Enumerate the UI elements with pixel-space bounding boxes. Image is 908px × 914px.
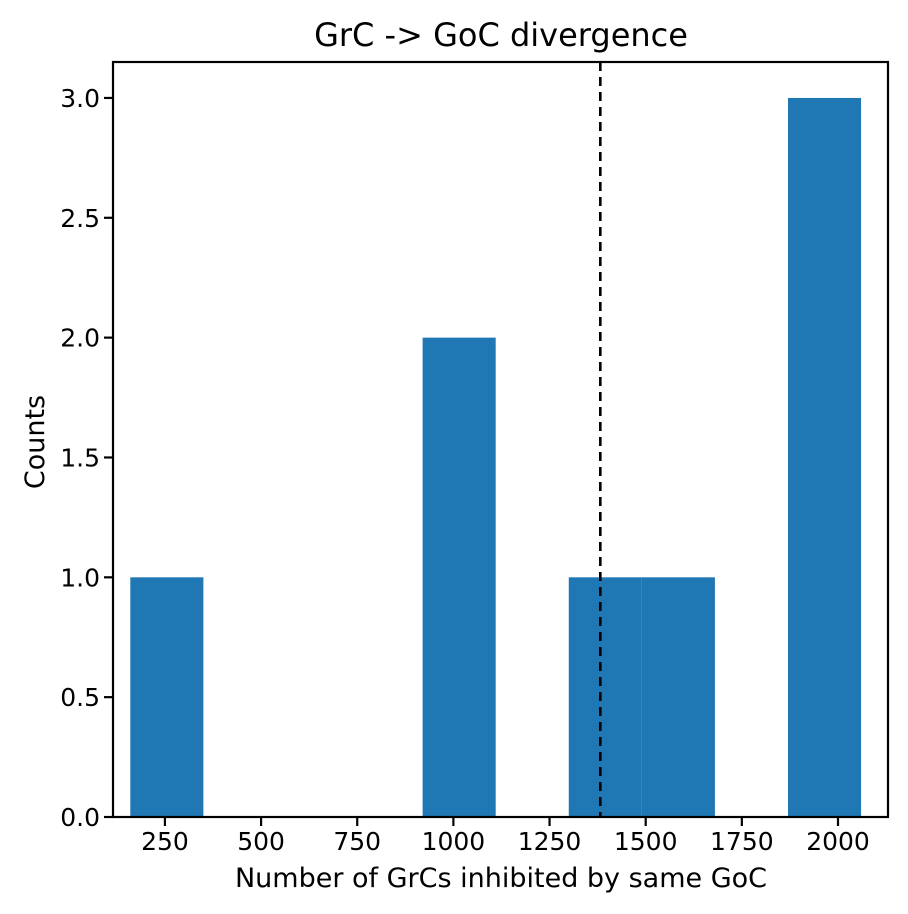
histogram-bar-0 (130, 577, 204, 817)
chart-title: GrC -> GoC divergence (314, 16, 688, 54)
plot-frame (111, 60, 890, 819)
x-tick-label: 1750 (710, 827, 774, 856)
y-axis-ticks: 0.0 0.5 1.0 1.5 2.0 2.5 3.0 (60, 84, 113, 832)
histogram-bar-9 (788, 97, 862, 817)
y-tick-label: 0.5 (60, 683, 100, 712)
x-axis-label: Number of GrCs inhibited by same GoC (235, 863, 767, 894)
y-tick-label: 3.0 (60, 84, 100, 113)
x-tick-label: 1000 (422, 827, 486, 856)
y-tick-label: 0.0 (60, 803, 100, 832)
histogram-bar-7 (641, 577, 715, 817)
x-tick-label: 1500 (614, 827, 678, 856)
y-tick-label: 1.0 (60, 563, 100, 592)
y-tick-label: 2.0 (60, 324, 100, 353)
x-axis-ticks: 250 500 750 1000 1250 1500 1750 2000 (141, 817, 870, 856)
x-tick-label: 750 (333, 827, 381, 856)
y-tick-label: 1.5 (60, 443, 100, 472)
x-tick-label: 500 (237, 827, 285, 856)
histogram-bar-4 (422, 337, 496, 817)
x-tick-label: 1250 (518, 827, 582, 856)
y-tick-label: 2.5 (60, 204, 100, 233)
x-tick-label: 250 (141, 827, 189, 856)
histogram-bars (130, 97, 862, 817)
y-axis-label: Counts (20, 395, 51, 489)
histogram-bar-6 (568, 577, 642, 817)
x-tick-label: 2000 (806, 827, 870, 856)
